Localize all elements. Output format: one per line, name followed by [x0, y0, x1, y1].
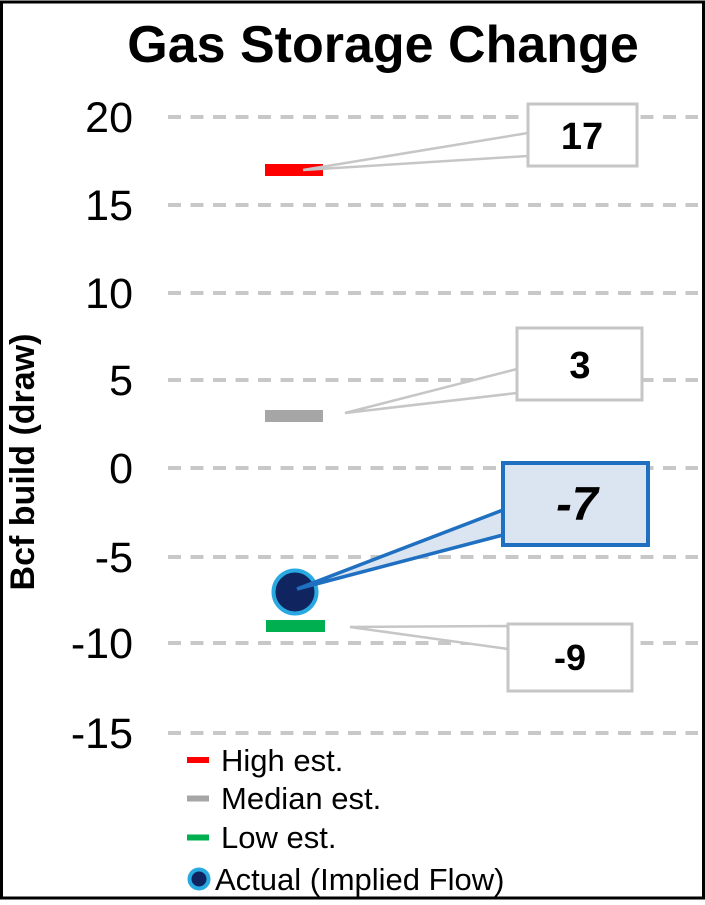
legend-item-high: High est.: [187, 743, 343, 778]
low-callout-value: -9: [554, 637, 586, 678]
y-tick-label-10: 10: [85, 270, 133, 318]
low-callout-box: [506, 622, 634, 693]
median-est-marker: [265, 410, 323, 422]
median-callout-leader: [344, 367, 519, 415]
median-callout-value: 3: [569, 345, 590, 387]
legend-swatch-high: [187, 757, 209, 763]
low-est-marker: [266, 620, 325, 632]
actual-callout-box: [501, 461, 650, 547]
legend-label-actual: Actual (Implied Flow): [215, 862, 504, 897]
y-tick-label-neg10: -10: [71, 620, 133, 668]
low-callout: -9: [506, 622, 634, 693]
actual-marker: [271, 568, 319, 616]
legend-swatch-low: [187, 834, 209, 841]
legend-swatch-median: [187, 795, 209, 802]
legend-label-high: High est.: [221, 743, 343, 778]
legend: High est. Median est. Low est. Actual (I…: [187, 743, 504, 897]
y-tick-label-0: 0: [109, 445, 133, 493]
legend-label-median: Median est.: [221, 781, 381, 816]
low-callout-leader: [349, 624, 510, 651]
high-callout-value: 17: [561, 116, 603, 158]
legend-item-actual: Actual (Implied Flow): [187, 862, 504, 897]
y-tick-label-neg15: -15: [71, 710, 133, 758]
high-callout-leader: [302, 131, 530, 172]
high-callout-box: [526, 102, 639, 168]
y-tick-label-20: 20: [85, 94, 133, 142]
y-tick-label-5: 5: [109, 357, 133, 405]
legend-item-median: Median est.: [187, 781, 381, 816]
legend-swatch-actual: [187, 867, 211, 891]
actual-callout: -7: [501, 461, 650, 547]
legend-label-low: Low est.: [221, 820, 336, 855]
median-callout: 3: [515, 326, 644, 402]
actual-callout-leader: [296, 507, 505, 591]
legend-item-low: Low est.: [187, 820, 336, 855]
chart-title: Gas Storage Change: [127, 16, 638, 74]
high-callout: 17: [526, 102, 639, 168]
y-tick-label-15: 15: [85, 182, 133, 230]
high-est-marker: [265, 164, 323, 176]
actual-callout-value: -7: [556, 477, 600, 530]
y-axis-title: Bcf build (draw): [4, 334, 42, 591]
median-callout-box: [515, 326, 644, 402]
y-tick-label-neg5: -5: [95, 534, 133, 582]
y-axis-tick-labels: 20 15 10 5 0 -5 -10 -15: [71, 94, 133, 758]
